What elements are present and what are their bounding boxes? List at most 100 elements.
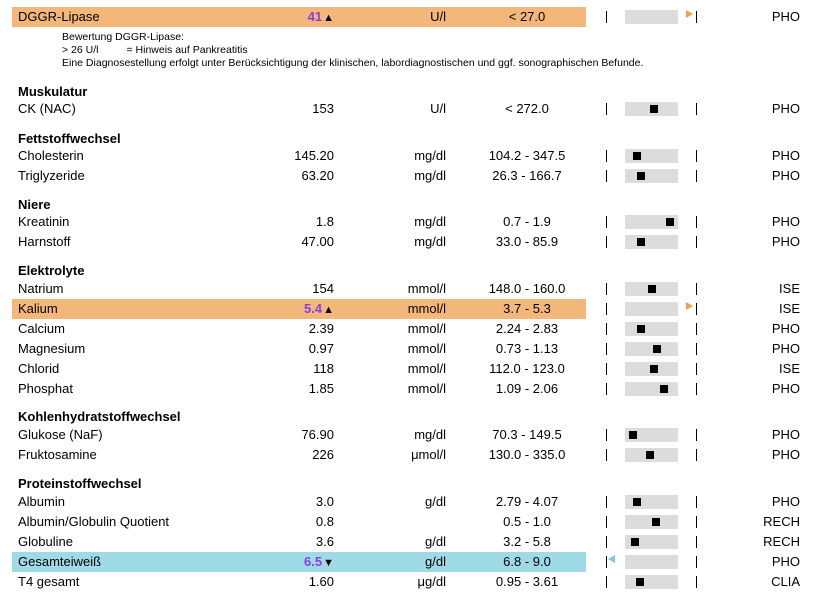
range-bar-track (625, 448, 678, 462)
range-bar-right-tick (696, 429, 697, 441)
test-name: Chlorid (18, 361, 60, 376)
range-bar-track (625, 575, 678, 589)
result-row-globuline: Globuline 3.6 g/dl 3.2 - 5.8 RECH (12, 532, 802, 552)
reference-range: 148.0 - 160.0 (488, 281, 566, 296)
above-range-icon (686, 302, 693, 310)
test-unit: mmol/l (407, 341, 446, 356)
test-unit: U/l (430, 9, 446, 24)
range-bar-right-tick (696, 496, 697, 508)
test-value-text: 145.20 (294, 148, 334, 163)
test-value-text: 76.90 (301, 427, 334, 442)
reference-range: 130.0 - 335.0 (488, 447, 566, 462)
test-method: PHO (771, 494, 800, 509)
test-value: 154 (232, 279, 334, 299)
reference-range: 0.95 - 3.61 (495, 574, 559, 589)
range-bar-track (625, 342, 678, 356)
range-bar-track (625, 235, 678, 249)
reference-range: 3.7 - 5.3 (503, 301, 551, 316)
range-bar-track (625, 495, 678, 509)
above-range-icon (686, 10, 693, 18)
test-name: Albumin (18, 494, 65, 509)
result-row-triglyzeride: Triglyzeride 63.20 mg/dl 26.3 - 166.7 PHO (12, 166, 802, 186)
note-meaning: = Hinweis auf Pankreatitis (126, 44, 248, 56)
range-bar-right-tick (696, 449, 697, 461)
test-method: PHO (771, 321, 800, 336)
test-value-text: 5.4 (304, 301, 323, 316)
value-marker (650, 105, 658, 113)
reference-range: 70.3 - 149.5 (492, 427, 562, 442)
reference-range: 2.24 - 2.83 (495, 321, 559, 336)
test-value: 47.00 (232, 232, 334, 252)
range-bar-left-tick (606, 363, 607, 375)
range-bar-track (625, 169, 678, 183)
test-unit: mmol/l (407, 281, 446, 296)
test-name: Globuline (18, 534, 73, 549)
test-unit: mmol/l (407, 381, 446, 396)
reference-range: 112.0 - 123.0 (489, 361, 565, 376)
range-bar-track (625, 282, 678, 296)
test-name: DGGR-Lipase (18, 9, 100, 24)
test-value: 0.97 (232, 339, 334, 359)
range-bar-left-tick (606, 150, 607, 162)
reference-range: 2.79 - 4.07 (495, 494, 559, 509)
range-bar-right-tick (696, 170, 697, 182)
test-value: 2.39 (232, 319, 334, 339)
range-bar-left-tick (606, 496, 607, 508)
result-row-ck-nac: CK (NAC) 153 U/l < 272.0 PHO (12, 99, 802, 119)
test-value-text: 2.39 (308, 321, 334, 336)
range-bar-left-tick (606, 556, 607, 568)
result-row-glukose-naf: Glukose (NaF) 76.90 mg/dl 70.3 - 149.5 PHO (12, 425, 802, 445)
test-value-text: 47.00 (301, 234, 334, 249)
test-name: Glukose (NaF) (18, 427, 103, 442)
range-bar-right-tick (696, 216, 697, 228)
test-value-text: 118 (313, 361, 334, 376)
test-value-text: 153 (312, 101, 334, 116)
range-bar-track (625, 535, 678, 549)
reference-range: 26.3 - 166.7 (492, 168, 562, 183)
test-method: ISE (779, 281, 800, 296)
range-bar-left-tick (606, 383, 607, 395)
range-bar-track (625, 149, 678, 163)
note-line-1: Bewertung DGGR-Lipase: (62, 31, 184, 43)
test-unit: mmol/l (407, 301, 446, 316)
test-name: Phosphat (18, 381, 73, 396)
range-bar-track (625, 382, 678, 396)
below-range-icon (608, 555, 615, 563)
test-value: 153 (232, 99, 334, 119)
result-row-albumin: Albumin 3.0 g/dl 2.79 - 4.07 PHO (12, 492, 802, 512)
reference-range: 0.7 - 1.9 (503, 214, 551, 229)
section-title-muskulatur: Muskulatur (18, 84, 88, 99)
range-bar-left-tick (606, 303, 607, 315)
test-unit: g/dl (425, 554, 446, 569)
range-bar-right-tick (696, 556, 697, 568)
value-marker (636, 578, 644, 586)
test-value: 5.4▲ (232, 299, 334, 319)
test-method: PHO (771, 447, 800, 462)
test-value: 3.6 (232, 532, 334, 552)
test-method: RECH (763, 514, 800, 529)
test-unit: g/dl (425, 494, 446, 509)
range-bar-right-tick (696, 11, 697, 23)
range-bar-right-tick (696, 383, 697, 395)
test-value-text: 6.5 (304, 554, 323, 569)
result-row-gesamteiwei: Gesamteiweiß 6.5▼ g/dl 6.8 - 9.0 PHO (12, 552, 800, 572)
range-bar-left-tick (606, 449, 607, 461)
test-value: 0.8 (232, 512, 334, 532)
note-threshold: > 26 U/l (62, 44, 99, 56)
range-bar-left-tick (606, 103, 607, 115)
result-row-dggr-lipase: DGGR-Lipase 41▲ U/l < 27.0 PHO (12, 7, 800, 27)
test-unit: μmol/l (411, 447, 446, 462)
note-line-3: Eine Diagnosestellung erfolgt unter Berü… (62, 57, 644, 69)
value-marker (650, 365, 658, 373)
test-unit: μg/dl (417, 574, 446, 589)
range-bar-track (625, 515, 678, 529)
reference-range: 1.09 - 2.06 (495, 381, 559, 396)
range-bar-left-tick (606, 429, 607, 441)
test-unit: mg/dl (414, 168, 446, 183)
test-value: 118 (232, 359, 334, 379)
test-name: Albumin/Globulin Quotient (18, 514, 170, 529)
test-unit (382, 512, 446, 532)
value-marker (633, 152, 641, 160)
section-title-elektrolyte: Elektrolyte (18, 263, 85, 278)
reference-range: 104.2 - 347.5 (488, 148, 566, 163)
